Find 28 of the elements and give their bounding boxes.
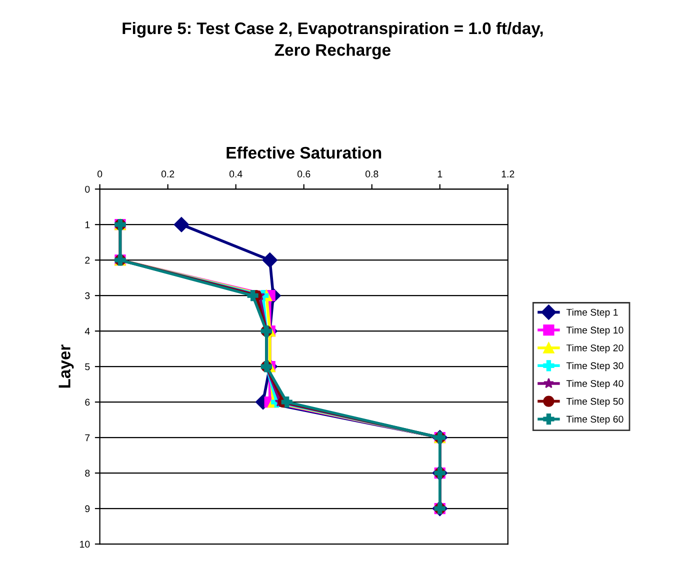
legend-label: Time Step 30 (566, 362, 624, 372)
y-tick-label: 2 (85, 256, 90, 264)
legend-label: Time Step 10 (566, 326, 624, 336)
x-tick-label: 1.2 (502, 170, 514, 178)
legend-label: Time Step 50 (566, 398, 624, 407)
legend-label: Time Step 40 (566, 380, 624, 389)
y-tick-label: 1 (85, 221, 90, 228)
chart-subtitle: Effective Saturation (226, 146, 382, 159)
y-tick-label: 10 (80, 540, 90, 548)
x-tick-label: 0.6 (297, 170, 310, 178)
x-tick-label: 0.4 (229, 170, 242, 178)
y-tick-label: 4 (84, 328, 90, 335)
x-tick-label: 0.8 (365, 170, 378, 178)
legend-label: Time Step 1 (566, 308, 618, 318)
y-tick-label: 9 (85, 505, 90, 512)
legend-label: Time Step 20 (566, 344, 624, 354)
y-tick-label: 0 (85, 186, 90, 193)
y-tick-label: 8 (85, 470, 90, 477)
x-tick-label: 0.2 (161, 170, 174, 178)
x-tick-label: 0 (97, 170, 102, 178)
y-tick-label: 6 (85, 398, 90, 406)
chart-title: Figure 5: Test Case 2, Evapotranspiration = 1.0 ft/day, Zero Recharge (122, 22, 543, 60)
x-tick-label: 1 (438, 170, 442, 178)
y-tick-label: 7 (85, 434, 90, 442)
legend-label: Time Step 60 (566, 415, 624, 425)
y-tick-label: 5 (85, 363, 90, 370)
y-axis-title: Layer (58, 344, 74, 388)
y-tick-label: 3 (85, 292, 90, 300)
